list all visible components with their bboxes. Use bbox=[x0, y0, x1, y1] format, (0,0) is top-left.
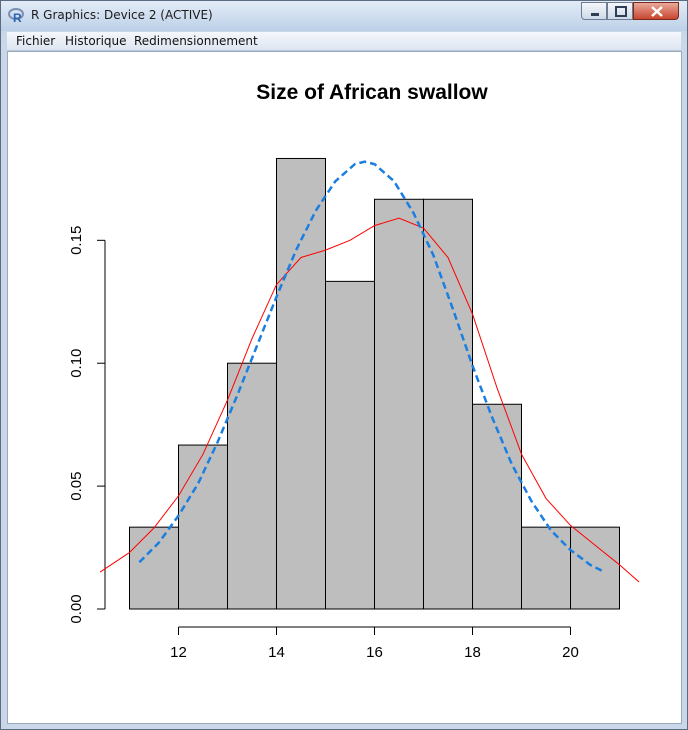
menu-bar: Fichier Historique Redimensionnement bbox=[7, 32, 681, 51]
r-logo-icon: R bbox=[8, 7, 24, 25]
menu-historique[interactable]: Historique bbox=[65, 34, 127, 48]
density-curve-line bbox=[99, 217, 640, 583]
chart-title: Size of African swallow bbox=[256, 81, 488, 104]
histogram-bar bbox=[129, 526, 179, 610]
title-bar[interactable]: R R Graphics: Device 2 (ACTIVE) bbox=[1, 1, 687, 31]
window-title: R Graphics: Device 2 (ACTIVE) bbox=[31, 8, 213, 22]
y-tick-label: 0.15 bbox=[68, 226, 85, 255]
svg-text:R: R bbox=[13, 11, 22, 23]
histogram-chart: Size of African swallow 12 14 16 18 20 0.00 0.0… bbox=[68, 81, 640, 661]
plot-canvas: Size of African swallow 12 14 16 18 20 0.00 0.0… bbox=[7, 51, 682, 724]
histogram-bar bbox=[423, 198, 473, 610]
minimize-button[interactable] bbox=[581, 2, 607, 20]
histogram-bar bbox=[521, 526, 571, 610]
histogram-bar bbox=[276, 157, 326, 610]
histogram-bar bbox=[325, 280, 375, 610]
y-tick-label: 0.00 bbox=[68, 594, 85, 623]
x-tick-label: 12 bbox=[170, 644, 187, 661]
y-tick-label: 0.05 bbox=[68, 472, 85, 501]
maximize-button[interactable] bbox=[607, 2, 633, 20]
menu-fichier[interactable]: Fichier bbox=[16, 34, 56, 48]
x-tick-label: 14 bbox=[268, 644, 285, 661]
histogram-bar bbox=[472, 403, 522, 610]
histogram-bar bbox=[570, 526, 620, 610]
histogram-bar bbox=[227, 362, 277, 610]
menu-redimensionnement[interactable]: Redimensionnement bbox=[134, 34, 258, 48]
y-tick-label: 0.10 bbox=[68, 349, 85, 378]
histogram-bar bbox=[178, 444, 228, 610]
close-button[interactable] bbox=[633, 2, 679, 20]
histogram-bar bbox=[374, 198, 424, 610]
x-tick-label: 18 bbox=[464, 644, 481, 661]
x-tick-label: 16 bbox=[366, 644, 383, 661]
x-tick-label: 20 bbox=[562, 644, 579, 661]
